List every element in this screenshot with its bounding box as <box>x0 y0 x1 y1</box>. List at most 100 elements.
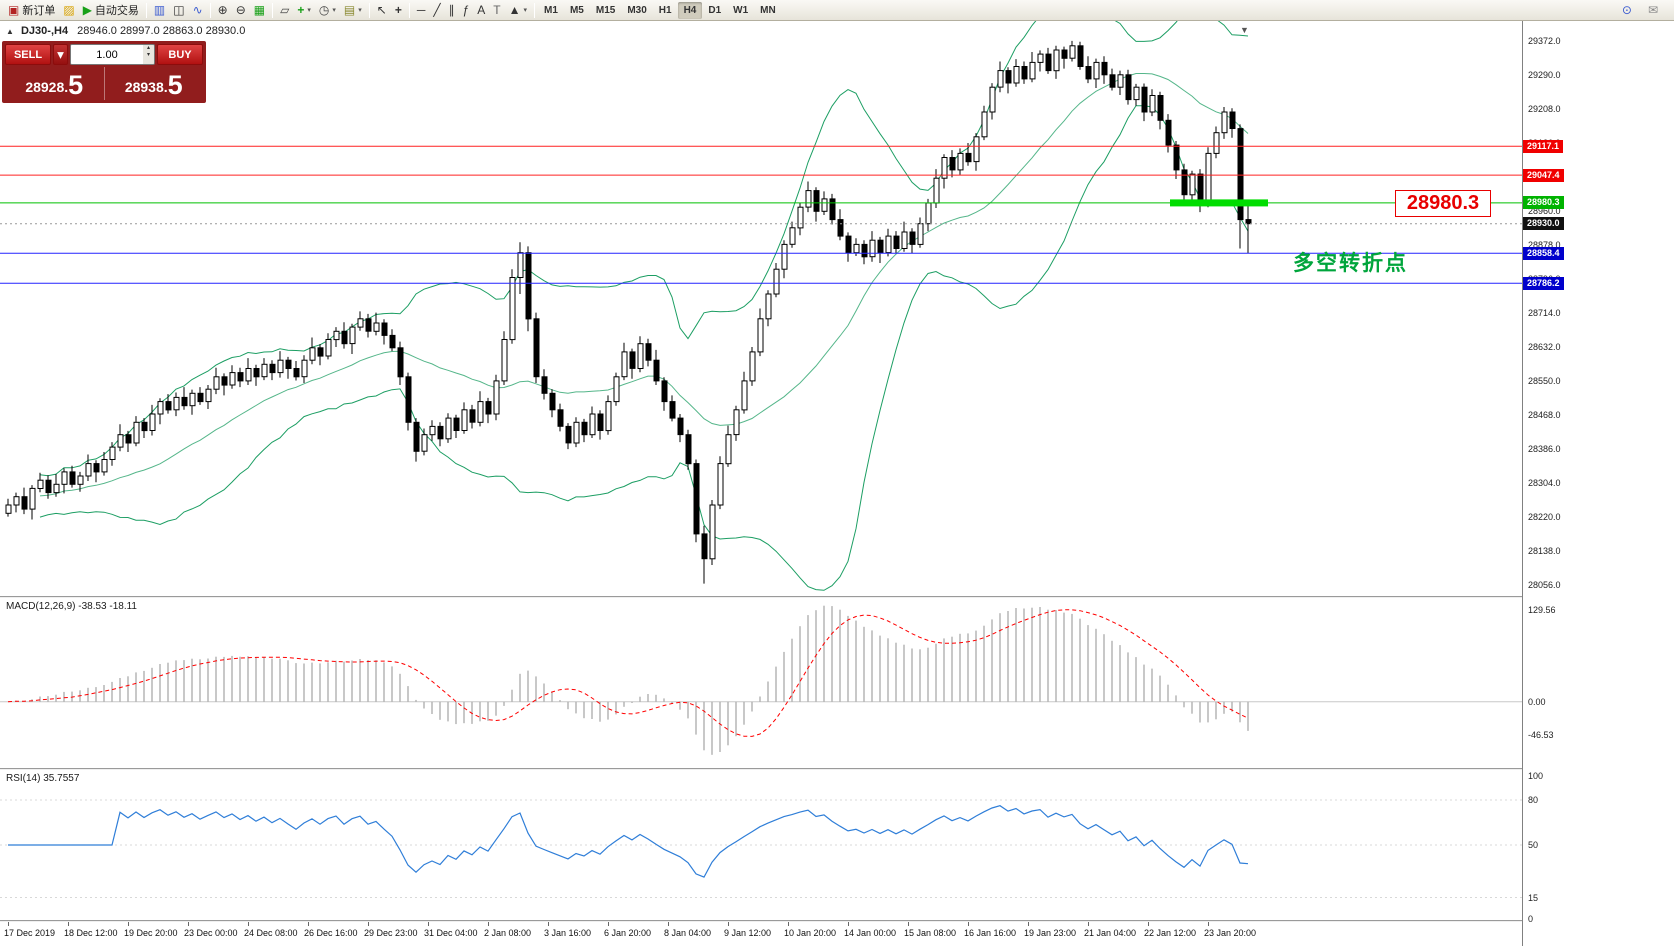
rsi-chart[interactable] <box>0 770 1522 920</box>
cursor-button[interactable]: ↖ <box>373 1 391 19</box>
pivot-highlight-segment[interactable] <box>1170 199 1268 207</box>
sell-button[interactable]: SELL <box>5 44 51 65</box>
timeframe-h1-button[interactable]: H1 <box>658 4 672 16</box>
main-chart[interactable] <box>0 21 1522 596</box>
time-axis-label: 16 Jan 16:00 <box>964 928 1017 938</box>
buy-button[interactable]: BUY <box>157 44 203 65</box>
tile-windows-button[interactable]: ▱ <box>276 1 293 19</box>
timeframe-m15-button[interactable]: M15 <box>595 4 616 16</box>
time-axis-label: 19 Dec 20:00 <box>124 928 178 938</box>
indicators-button[interactable]: + ▾ <box>293 1 315 19</box>
panel-divider[interactable] <box>0 596 1674 598</box>
timeframe-d1-button[interactable]: D1 <box>708 4 722 16</box>
label-button[interactable]: T <box>489 1 504 19</box>
candlestick-series[interactable] <box>5 40 1252 584</box>
cursor-icon: ↖ <box>376 3 387 17</box>
price-callout-label[interactable]: 28980.3 <box>1395 190 1491 217</box>
line-chart-button[interactable]: ∿ <box>189 1 207 19</box>
bollinger-lower-band <box>39 105 1249 591</box>
new-order-button[interactable]: ▣ 新订单 <box>4 1 59 19</box>
bollinger-middle-band <box>39 73 1249 497</box>
search-button[interactable]: ⊙ <box>1618 1 1636 19</box>
time-axis-tick <box>848 922 849 926</box>
volume-up-button[interactable]: ▴ <box>146 45 150 51</box>
panel-divider[interactable] <box>0 768 1674 770</box>
time-axis-tick <box>128 922 129 926</box>
timeframe-m30-button[interactable]: M30 <box>627 4 647 16</box>
rsi-panel[interactable]: RSI(14) 35.7557 <box>0 770 1522 920</box>
volume-down-button[interactable]: ▾ <box>146 52 150 58</box>
auto-trading-button[interactable]: ▶ 自动交易 <box>79 1 143 19</box>
time-axis-label: 15 Jan 08:00 <box>904 928 957 938</box>
time-axis-label: 26 Dec 16:00 <box>304 928 358 938</box>
channel-button[interactable]: ∥ <box>445 1 459 19</box>
template-icon: ▤ <box>343 3 356 17</box>
time-axis-label: 23 Dec 00:00 <box>184 928 238 938</box>
time-axis-tick <box>68 922 69 926</box>
timeframe-m5-button[interactable]: M5 <box>569 4 584 16</box>
timeframe-m1-button[interactable]: M1 <box>544 4 558 16</box>
resistance-price-badge: 29117.1 <box>1523 139 1564 153</box>
label-icon: T <box>493 3 501 17</box>
time-axis-label: 29 Dec 23:00 <box>364 928 418 938</box>
timeframe-mn-button[interactable]: MN <box>760 4 776 16</box>
horizontal-line-button[interactable]: ─ <box>413 1 430 19</box>
time-axis-label: 3 Jan 16:00 <box>544 928 592 938</box>
zoom-in-button[interactable]: ⊕ <box>214 1 232 19</box>
macd-label: MACD(12,26,9) -38.53 -18.11 <box>6 601 137 612</box>
time-axis[interactable]: 17 Dec 2019 18 Dec 12:00 19 Dec 20:00 23 De… <box>0 922 1522 946</box>
chart-shift-icon[interactable]: ▼ <box>1240 25 1249 35</box>
y-axis-tick: 28632.0 <box>1528 341 1561 352</box>
turning-point-annotation[interactable]: 多空转折点 <box>1293 252 1408 275</box>
chevron-down-icon: ▾ <box>332 7 336 14</box>
panel-divider[interactable] <box>0 920 1674 922</box>
zoom-in-icon: ⊕ <box>217 3 228 17</box>
toolbar-right: ⊙ ✉ <box>1618 1 1670 19</box>
text-button[interactable]: A <box>473 1 489 19</box>
timeframe-h4-button[interactable]: H4 <box>677 1 703 19</box>
trendline-button[interactable]: ╱ <box>429 1 444 19</box>
macd-panel[interactable]: MACD(12,26,9) -38.53 -18.11 <box>0 598 1522 768</box>
volume-field: ▴ ▾ <box>70 44 155 65</box>
sell-price[interactable]: 28928. 5 <box>5 67 105 100</box>
chevron-down-icon: ▾ <box>523 7 528 14</box>
toolbar: ▣ 新订单 ▨ ▶ 自动交易 ▥ ◫ ∿ ⊕ ⊖ ▦ ▱ + ▾ ◷ ▾ ▤ ▾ ↖ + ─ ╱ ∥ ƒ A T ▲ ▾ M1 M5 M1… <box>0 0 1674 21</box>
shapes-button[interactable]: ▲ ▾ <box>505 1 531 19</box>
community-button[interactable]: ✉ <box>1644 1 1662 19</box>
volume-input[interactable] <box>71 45 143 64</box>
buy-price[interactable]: 28938. 5 <box>124 70 183 100</box>
fibonacci-button[interactable]: ƒ <box>459 1 474 19</box>
time-axis-tick <box>968 922 969 926</box>
auto-scroll-button[interactable]: ▦ <box>250 1 269 19</box>
toolbar-separator <box>209 2 211 18</box>
chart-window[interactable]: ▲ DJ30-,H4 28946.0 28997.0 28863.0 28930… <box>0 21 1674 946</box>
rsi-axis-label: 15 <box>1528 892 1539 903</box>
macd-axis-label: 129.56 <box>1528 605 1556 616</box>
y-axis-tick: 28138.0 <box>1528 546 1561 557</box>
candlestick-chart-button[interactable]: ◫ <box>169 1 188 19</box>
crosshair-button[interactable]: + <box>391 1 406 19</box>
timeframe-w1-button[interactable]: W1 <box>733 4 749 16</box>
y-axis-tick: 28960.0 <box>1528 206 1561 217</box>
time-axis-tick <box>1148 922 1149 926</box>
toolbar-separator <box>272 2 274 18</box>
zoom-out-button[interactable]: ⊖ <box>232 1 250 19</box>
order-options-button[interactable]: ▾ <box>53 44 68 65</box>
time-axis-label: 23 Jan 20:00 <box>1204 928 1257 938</box>
templates-button[interactable]: ▤ ▾ <box>340 1 366 19</box>
bollinger-upper-band <box>39 21 1249 477</box>
profiles-button[interactable]: ▨ <box>59 1 78 19</box>
time-axis-label: 8 Jan 04:00 <box>664 928 712 938</box>
price-panel[interactable]: ▲ DJ30-,H4 28946.0 28997.0 28863.0 28930… <box>0 21 1522 596</box>
price-axis[interactable]: 29372.029290.029208.029126.029044.028960… <box>1522 21 1674 946</box>
macd-chart[interactable] <box>0 598 1522 768</box>
time-axis-tick <box>548 922 549 926</box>
hline-icon: ─ <box>416 3 426 17</box>
y-axis-tick: 28878.0 <box>1528 240 1561 251</box>
bar-chart-button[interactable]: ▥ <box>150 1 169 19</box>
panel-toggle-icon[interactable]: ▲ <box>6 27 14 36</box>
periods-button[interactable]: ◷ ▾ <box>315 1 340 19</box>
time-axis-label: 19 Jan 23:00 <box>1024 928 1077 938</box>
time-axis-label: 22 Jan 12:00 <box>1144 928 1197 938</box>
